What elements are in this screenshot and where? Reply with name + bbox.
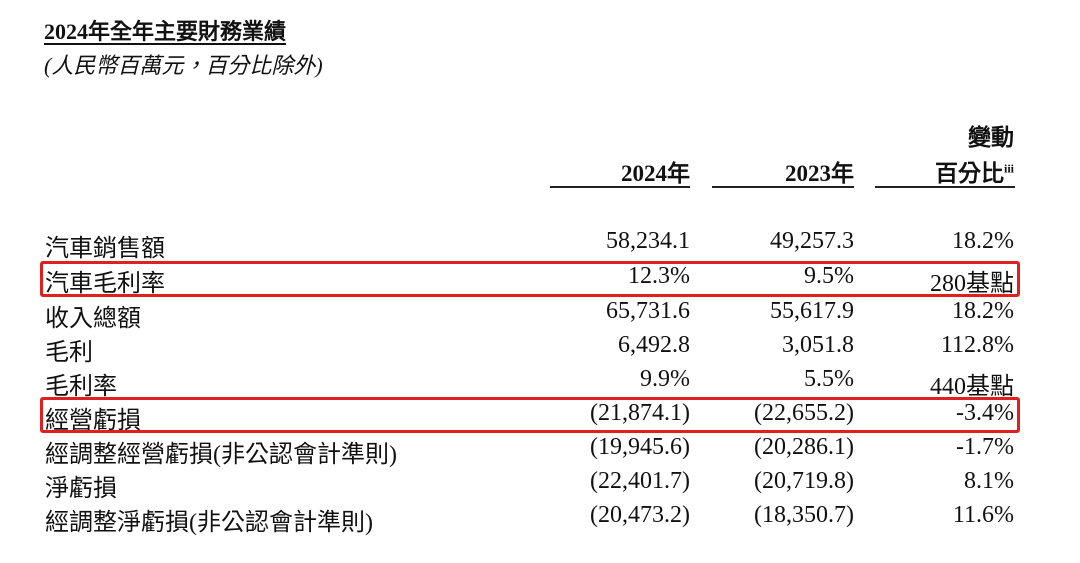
column-header: 百分比iii: [935, 154, 1014, 188]
cell-value: 6,492.8: [618, 332, 690, 358]
column-header-text: 百分比: [934, 161, 1004, 186]
row-label: 經調整經營虧損(非公認會計準則): [45, 442, 397, 468]
cell-value: 65,731.6: [606, 298, 690, 324]
table-row: 汽車毛利率 12.3% 9.5% 280基點: [0, 261, 1080, 297]
cell-value: 58,234.1: [606, 228, 690, 254]
row-label: 淨虧損: [45, 476, 117, 502]
cell-value: -3.4%: [956, 400, 1014, 426]
cell-value: 9.9%: [640, 366, 690, 392]
title: 2024年全年主要財務業績: [44, 19, 287, 44]
column-header: 2024年: [621, 161, 690, 186]
cell-value: (22,655.2): [754, 400, 854, 426]
table-row: 淨虧損 (22,401.7) (20,719.8) 8.1%: [0, 466, 1080, 502]
cell-value: (18,350.7): [754, 502, 854, 528]
table-row: 經調整淨虧損(非公認會計準則) (20,473.2) (18,350.7) 11.6%: [0, 500, 1080, 536]
table-row: 經營虧損 (21,874.1) (22,655.2) -3.4%: [0, 398, 1080, 434]
cell-value: (22,401.7): [590, 468, 690, 494]
cell-value: -1.7%: [956, 434, 1014, 460]
cell-value: 18.2%: [952, 228, 1014, 254]
cell-value: 49,257.3: [770, 228, 854, 254]
cell-value: 9.5%: [804, 263, 854, 289]
table-row: 毛利率 9.9% 5.5% 440基點: [0, 364, 1080, 400]
row-label: 毛利率: [45, 374, 117, 400]
cell-value: 12.3%: [628, 263, 690, 289]
cell-value: 280基點: [930, 271, 1014, 297]
cell-value: 18.2%: [952, 298, 1014, 324]
cell-value: 8.1%: [964, 468, 1014, 494]
cell-value: (20,473.2): [590, 502, 690, 528]
cell-value: (20,286.1): [754, 434, 854, 460]
row-label: 收入總額: [45, 306, 141, 332]
cell-value: 11.6%: [952, 502, 1014, 528]
cell-value: 55,617.9: [770, 298, 854, 324]
cell-value: 3,051.8: [782, 332, 854, 358]
cell-value: (21,874.1): [590, 400, 690, 426]
header-rule: [550, 186, 690, 188]
table-row: 汽車銷售額 58,234.1 49,257.3 18.2%: [0, 226, 1080, 262]
row-label: 毛利: [45, 340, 93, 366]
header-rule: [875, 186, 1015, 188]
column-header: 變動: [968, 125, 1014, 150]
table-row: 毛利 6,492.8 3,051.8 112.8%: [0, 330, 1080, 366]
row-label: 經調整淨虧損(非公認會計準則): [45, 510, 373, 536]
highlight-box: [40, 397, 1020, 433]
row-label: 經營虧損: [45, 408, 141, 434]
header-rule: [712, 186, 854, 188]
table-row: 經調整經營虧損(非公認會計準則) (19,945.6) (20,286.1) -1.7…: [0, 432, 1080, 468]
subtitle: (人民幣百萬元，百分比除外): [44, 53, 323, 78]
cell-value: 440基點: [930, 374, 1014, 400]
cell-value: 112.8%: [940, 332, 1014, 358]
cell-value: 5.5%: [804, 366, 854, 392]
row-label: 汽車銷售額: [45, 236, 165, 262]
table-row: 收入總額 65,731.6 55,617.9 18.2%: [0, 296, 1080, 332]
footnote-mark: iii: [1003, 161, 1014, 176]
column-header: 2023年: [785, 161, 854, 186]
cell-value: (19,945.6): [590, 434, 690, 460]
row-label: 汽車毛利率: [45, 271, 165, 297]
cell-value: (20,719.8): [754, 468, 854, 494]
highlight-box: [40, 261, 1020, 297]
